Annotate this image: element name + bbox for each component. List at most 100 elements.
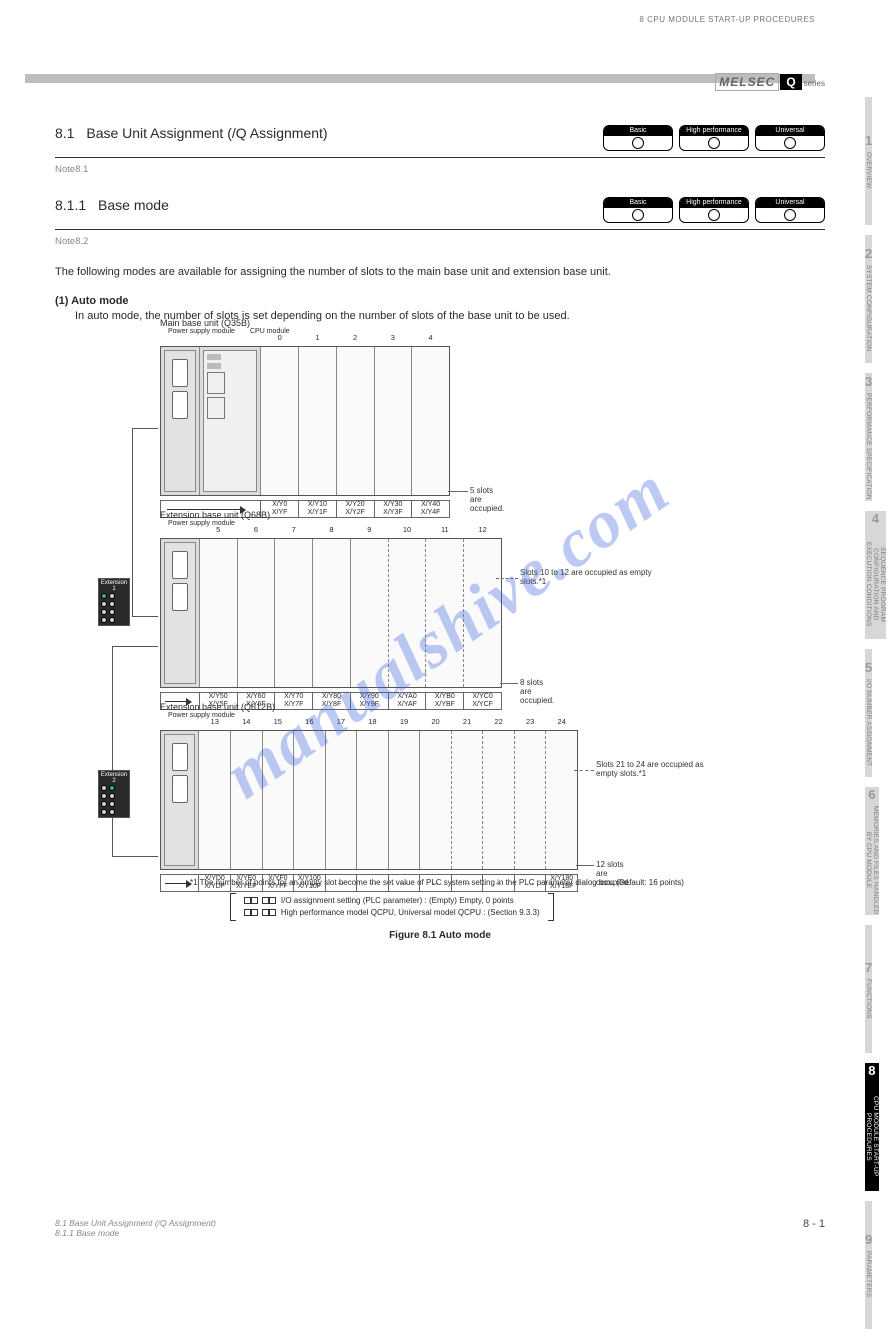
callout: Slots 10 to 12 are occupied as empty slo… (520, 568, 670, 586)
page-content: 8 CPU MODULE START-UP PROCEDURES MELSECQ… (55, 15, 825, 949)
slot-1: 1 (298, 347, 336, 495)
section-8-1-title: 8.1 Base Unit Assignment (/Q Assignment) (55, 125, 328, 141)
intro-text: The following modes are available for as… (55, 265, 825, 280)
slot: 5 (199, 539, 237, 687)
callout: 12 slots are occupied. (596, 860, 630, 888)
tag-universal: Universal (755, 197, 825, 223)
applicability-tags: Basic High performance Universal (603, 125, 825, 151)
rack-box: 5 6 7 8 9 10 11 12 (160, 538, 502, 688)
brand-name: MELSEC (715, 73, 779, 91)
leader-line (576, 865, 594, 866)
slot-empty: 12 (463, 539, 501, 687)
tag-basic: Basic (603, 197, 673, 223)
io-cell: X/YB0X/YBF (425, 693, 463, 709)
slot: 7 (274, 539, 312, 687)
section-8-1-1-header: 8.1.1 Base mode Basic High performance U… (55, 185, 825, 230)
io-cell: X/Y80X/Y8F (312, 693, 350, 709)
tab-5[interactable]: 5I/O NUMBER ASSIGNMENT (865, 649, 872, 777)
tab-3[interactable]: 3PERFORMANCE SPECIFICATION (865, 373, 872, 501)
tab-1[interactable]: 1OVERVIEW (865, 97, 872, 225)
header-bar (25, 74, 815, 83)
io-cell: … (514, 875, 546, 891)
stage-label: Extension 2 (100, 772, 128, 784)
extension-cable (132, 428, 133, 616)
callout: Slots 21 to 24 are occupied as empty slo… (596, 760, 726, 778)
slot: 18 (356, 731, 388, 869)
figure-caption: Figure 8.1 Auto mode (160, 930, 720, 941)
io-cell: … (325, 875, 357, 891)
applicability-tags: Basic High performance Universal (603, 197, 825, 223)
running-header: 8 CPU MODULE START-UP PROCEDURES (55, 15, 825, 24)
io-cell: … (356, 875, 388, 891)
slot-empty: 23 (514, 731, 546, 869)
section-8-1-1-title: 8.1.1 Base mode (55, 197, 169, 213)
slot: 6 (237, 539, 275, 687)
footer-left: 8.1 Base Unit Assignment (/Q Assignment)… (55, 1218, 216, 1238)
page-footer: 8.1 Base Unit Assignment (/Q Assignment)… (55, 1218, 825, 1238)
cable-seg (132, 428, 158, 429)
section-8-1-header: 8.1 Base Unit Assignment (/Q Assignment)… (55, 113, 825, 158)
tab-4[interactable]: 4SEQUENCE PROGRAM CONFIGURATION AND EXEC… (865, 511, 886, 639)
psu-arrow-label: Power supply module (168, 520, 235, 527)
io-cell: X/YD0X/YDF (198, 875, 230, 891)
tab-9[interactable]: 9PARAMETERS (865, 1201, 872, 1329)
tab-7[interactable]: 7FUNCTIONS (865, 925, 872, 1053)
callout: 5 slots are occupied. (470, 486, 504, 514)
slot: 13 (198, 731, 230, 869)
tab-6[interactable]: 6MEMORIES AND FILES HANDLED BY CPU MODUL… (865, 787, 879, 915)
brand-badge: Q (780, 74, 801, 90)
rack-main: Main base unit (Q35B) Power supply modul… (160, 346, 450, 496)
cable-seg (112, 646, 158, 647)
slot-2: 2 (336, 347, 374, 495)
io-cell: X/Y20X/Y2F (336, 501, 374, 517)
slot: 14 (230, 731, 262, 869)
io-cell: X/Y30X/Y3F (374, 501, 412, 517)
tag-high-perf: High performance (679, 125, 749, 151)
tab-8[interactable]: 8CPU MODULE START-UP PROCEDURES (865, 1063, 879, 1191)
io-cell: … (388, 875, 420, 891)
section-title-text: Base Unit Assignment (/Q Assignment) (86, 125, 327, 141)
leader-line (574, 770, 594, 771)
psu-arrow-label: Power supply module (168, 328, 235, 335)
cable-seg (112, 856, 158, 857)
slot-psu (161, 539, 199, 687)
page-number: 8 - 1 (803, 1218, 825, 1238)
io-cell: … (419, 875, 451, 891)
slot: 17 (325, 731, 357, 869)
leader-line (500, 683, 518, 684)
stage-label: Extension 1 (100, 580, 128, 592)
slot-cpu (199, 347, 261, 495)
slot: 8 (312, 539, 350, 687)
circle-icon (784, 209, 796, 221)
tab-2[interactable]: 2SYSTEM CONFIGURATION (865, 235, 872, 363)
slot: 19 (388, 731, 420, 869)
rack-label: Extension base unit (Q68B) (160, 510, 270, 520)
stage-selector: Extension 1 (98, 578, 130, 626)
io-row: X/YD0X/YDF X/YE0X/YEF X/YF0X/YFF X/Y100X… (160, 874, 578, 892)
io-cell: X/Y100X/Y10F (293, 875, 325, 891)
subsection-title-text: Base mode (98, 197, 169, 213)
circle-icon (632, 209, 644, 221)
cpu-arrow-label: CPU module (250, 328, 290, 335)
rack-ext2: Extension base unit (Q612B) Power supply… (160, 730, 578, 870)
rack-ext1: Extension base unit (Q68B) Power supply … (160, 538, 502, 688)
slot: 16 (293, 731, 325, 869)
io-cell: X/YE0X/YEF (230, 875, 262, 891)
brand-series: series (804, 79, 825, 88)
rack-box: 0 1 2 3 4 (160, 346, 450, 496)
tag-universal: Universal (755, 125, 825, 151)
slot-psu (161, 347, 199, 495)
leader-line (496, 578, 518, 579)
slot-empty: 10 (388, 539, 426, 687)
slot: 15 (262, 731, 294, 869)
io-cell: X/Y40X/Y4F (411, 501, 449, 517)
slot-empty: 11 (425, 539, 463, 687)
leader-line (448, 491, 468, 492)
bracket-note: I/O assignment setting (PLC parameter) :… (230, 893, 554, 921)
psu-face (164, 350, 196, 492)
io-cell: X/YA0X/YAF (388, 693, 426, 709)
figure-8-1: Main base unit (Q35B) Power supply modul… (160, 346, 720, 941)
slot-4: 4 (411, 347, 449, 495)
io-cell: X/YF0X/YFF (262, 875, 294, 891)
slot-empty: 24 (545, 731, 577, 869)
